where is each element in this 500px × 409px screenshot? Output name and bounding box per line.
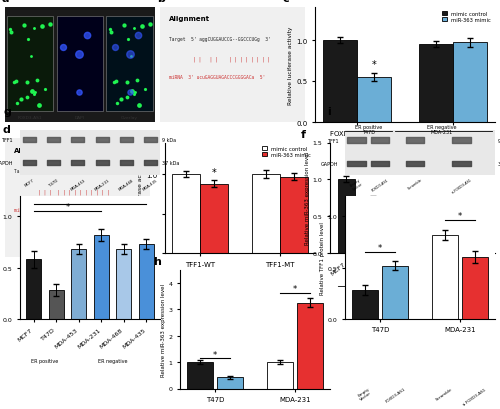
Text: e: e bbox=[138, 130, 145, 139]
Text: GAPDH: GAPDH bbox=[321, 162, 338, 166]
Bar bbox=[49, 290, 64, 319]
Text: MDA-468: MDA-468 bbox=[118, 178, 134, 191]
Text: miRNA  3' ucuGAGGUAGACCCGGGGACa  5': miRNA 3' ucuGAGGUAGACCCGGGGACa 5' bbox=[168, 74, 265, 80]
Text: 9 kDa: 9 kDa bbox=[162, 137, 176, 142]
Bar bbox=[218, 378, 244, 389]
Bar bbox=[252, 175, 280, 254]
Bar bbox=[470, 245, 488, 254]
FancyBboxPatch shape bbox=[106, 17, 152, 111]
Legend: mimic control, miR-363 mimic: mimic control, miR-363 mimic bbox=[441, 11, 492, 24]
Text: ER positive: ER positive bbox=[354, 125, 382, 130]
Text: ER negative: ER negative bbox=[427, 125, 456, 130]
Text: T47D: T47D bbox=[48, 178, 59, 187]
Bar bbox=[172, 175, 200, 254]
Bar bbox=[453, 43, 487, 123]
Text: TFF1: TFF1 bbox=[2, 137, 13, 142]
Bar bbox=[139, 244, 154, 319]
Bar bbox=[297, 303, 323, 389]
Text: h: h bbox=[153, 256, 161, 266]
Text: miRNA  3' cggcaCUGUGUCCCGGGUCUCc  5': miRNA 3' cggcaCUGUGUCCCGGGUCUCc 5' bbox=[14, 208, 112, 213]
Text: i: i bbox=[327, 107, 331, 117]
Text: si-FOXD3-AS1: si-FOXD3-AS1 bbox=[450, 178, 472, 195]
FancyBboxPatch shape bbox=[56, 17, 102, 111]
Y-axis label: Relative miR-363 expression level: Relative miR-363 expression level bbox=[160, 283, 166, 375]
Text: | | |  | | | | | | | | | |: | | | | | | | | | | | | | bbox=[38, 189, 110, 194]
Bar bbox=[323, 41, 357, 123]
Text: Empty
Vector: Empty Vector bbox=[357, 387, 373, 401]
Text: | |   | |    | | | | | | | |: | | | | | | | | | | | | bbox=[194, 56, 270, 62]
Text: g: g bbox=[3, 107, 11, 117]
Bar bbox=[266, 362, 292, 389]
Bar bbox=[200, 184, 228, 254]
Bar bbox=[352, 290, 378, 319]
Text: T47D: T47D bbox=[362, 130, 375, 135]
Text: *: * bbox=[212, 167, 216, 177]
Bar bbox=[390, 237, 408, 254]
Text: 37 kDa: 37 kDa bbox=[498, 162, 500, 166]
FancyBboxPatch shape bbox=[6, 17, 52, 111]
Text: Scramble: Scramble bbox=[436, 387, 454, 401]
Text: *: * bbox=[370, 148, 375, 157]
Bar bbox=[94, 235, 108, 319]
Text: 37 kDa: 37 kDa bbox=[162, 161, 180, 166]
Text: MCF7: MCF7 bbox=[24, 178, 35, 187]
Text: Alignment: Alignment bbox=[168, 16, 210, 22]
Y-axis label: Relative TFF1 protein level: Relative TFF1 protein level bbox=[320, 221, 325, 294]
Text: TFF1: TFF1 bbox=[326, 138, 338, 143]
Legend: mimic control, miR-363 mimic: mimic control, miR-363 mimic bbox=[261, 146, 312, 159]
Text: MDA-231: MDA-231 bbox=[94, 178, 110, 191]
Bar bbox=[417, 246, 434, 254]
Bar bbox=[187, 362, 213, 389]
Text: MDA-453: MDA-453 bbox=[70, 178, 86, 191]
Text: si-FOXD3-AS1: si-FOXD3-AS1 bbox=[462, 387, 488, 406]
Text: FOXD3-AS1: FOXD3-AS1 bbox=[370, 178, 390, 192]
Bar bbox=[420, 45, 453, 123]
Text: ER positive: ER positive bbox=[346, 291, 373, 296]
Text: f: f bbox=[300, 130, 306, 139]
Text: Target  5' cacgguGAU--UAGUCCCAGAGc  3': Target 5' cacgguGAU--UAGUCCCAGAGc 3' bbox=[14, 169, 118, 174]
Bar bbox=[382, 266, 408, 319]
Text: GAPDH: GAPDH bbox=[0, 161, 13, 166]
Text: Empty
Vector: Empty Vector bbox=[350, 178, 364, 191]
Text: Target  5' aggCUGGAUCCG--GGCCCUGg  3': Target 5' aggCUGGAUCCG--GGCCCUGg 3' bbox=[168, 37, 270, 42]
Bar bbox=[72, 249, 86, 319]
Bar bbox=[280, 177, 308, 254]
Bar bbox=[357, 78, 390, 123]
Bar bbox=[432, 235, 458, 319]
Text: *: * bbox=[458, 212, 462, 221]
Text: d: d bbox=[2, 125, 10, 135]
Text: c: c bbox=[282, 0, 289, 4]
Bar bbox=[462, 258, 488, 319]
Text: ER negative: ER negative bbox=[98, 358, 128, 363]
Text: MDA-435: MDA-435 bbox=[142, 178, 159, 191]
Y-axis label: Relative miR-363 expression level: Relative miR-363 expression level bbox=[305, 152, 310, 245]
Text: *: * bbox=[372, 60, 376, 70]
Text: Scramble: Scramble bbox=[407, 178, 423, 191]
Text: FOXD3-AS1: FOXD3-AS1 bbox=[384, 387, 406, 403]
Bar bbox=[338, 180, 355, 254]
Text: FOXD3-AS1: FOXD3-AS1 bbox=[17, 116, 42, 120]
Text: a: a bbox=[2, 0, 10, 4]
Text: DAPI: DAPI bbox=[74, 116, 85, 120]
Text: ER positive: ER positive bbox=[32, 358, 58, 363]
Bar bbox=[26, 260, 41, 319]
Text: Overlay: Overlay bbox=[121, 116, 138, 120]
Y-axis label: Relative luciferase activity: Relative luciferase activity bbox=[138, 159, 143, 238]
Text: b: b bbox=[157, 0, 165, 4]
Text: *: * bbox=[378, 243, 382, 252]
Text: ER negative: ER negative bbox=[424, 291, 454, 296]
Text: *: * bbox=[213, 350, 217, 359]
Text: MDA-231: MDA-231 bbox=[430, 130, 453, 135]
Bar bbox=[364, 200, 382, 254]
Text: Alignment: Alignment bbox=[14, 147, 55, 153]
Bar bbox=[444, 233, 461, 254]
Text: *: * bbox=[66, 202, 70, 211]
Text: *: * bbox=[293, 285, 297, 294]
Text: 9 kDa: 9 kDa bbox=[498, 138, 500, 143]
Bar bbox=[116, 249, 131, 319]
Y-axis label: Relative luciferase activity: Relative luciferase activity bbox=[288, 26, 294, 105]
